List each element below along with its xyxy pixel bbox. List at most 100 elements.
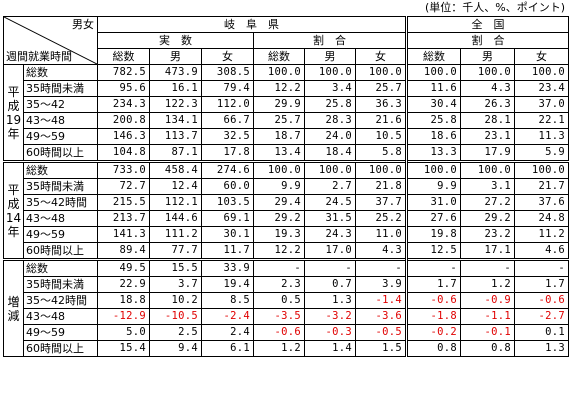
- value-cell: 100.0: [304, 160, 356, 179]
- row-label: 43～48: [23, 210, 98, 227]
- value-cell: 17.1: [460, 242, 515, 260]
- value-cell: 11.3: [513, 128, 570, 145]
- value-cell: 21.8: [355, 178, 407, 195]
- value-cell: 19.3: [253, 226, 305, 243]
- value-cell: -: [355, 258, 407, 277]
- row-label: 総数: [23, 160, 98, 179]
- row-label: 35～42時間: [23, 292, 98, 309]
- group-label-char: 成: [7, 196, 20, 211]
- work-hours-table: 男女 週間就業時間 岐 阜 県 全 国 実 数 割 合 割 合 総数 男 女 総…: [3, 16, 570, 357]
- value-cell: 146.3: [97, 128, 150, 145]
- value-cell: 234.3: [97, 96, 150, 113]
- row-label: 35時間未満: [23, 80, 98, 97]
- value-cell: 5.0: [97, 324, 150, 341]
- value-cell: -0.2: [405, 324, 461, 341]
- row-label: 総数: [23, 258, 98, 277]
- value-cell: 9.9: [253, 178, 305, 195]
- value-cell: 24.3: [304, 226, 356, 243]
- table-row: 平成 14 年総数 733.0 458.4 274.6 100.0 100.0 100.0 100…: [3, 160, 570, 260]
- value-cell: 100.0: [253, 160, 305, 179]
- value-cell: 16.1: [149, 80, 202, 97]
- value-cell: 3.4: [304, 80, 356, 97]
- row-label: 60時間以上: [23, 242, 98, 260]
- value-cell: 89.4: [97, 242, 150, 260]
- value-cell: 32.5: [201, 128, 254, 145]
- value-cell: 29.4: [253, 194, 305, 211]
- col-header: 男: [460, 48, 515, 65]
- value-cell: 1.4: [304, 340, 356, 357]
- value-cell: 19.8: [405, 226, 461, 243]
- group-label-char: 年: [7, 224, 20, 239]
- value-cell: -2.4: [201, 308, 254, 325]
- group-label: 増減: [3, 258, 24, 357]
- value-cell: 25.2: [355, 210, 407, 227]
- col-header: 総数: [253, 48, 305, 65]
- value-cell: 200.8: [97, 112, 150, 129]
- value-cell: 23.4: [513, 80, 570, 97]
- value-cell: 122.3: [149, 96, 202, 113]
- table-row: 60時間以上 104.8 87.1 17.8 13.4 18.4 5.8 13.3 17.9 5.…: [4, 144, 570, 162]
- group-label-char: 年: [7, 126, 20, 141]
- value-cell: 17.9: [460, 144, 515, 162]
- value-cell: 29.2: [253, 210, 305, 227]
- value-cell: -2.7: [513, 308, 570, 325]
- table-row: 49～59 146.3 113.7 32.5 18.7 24.0 10.5 18.6 23.1 1…: [4, 128, 570, 145]
- table-row: 35時間未満 95.6 16.1 79.4 12.2 3.4 25.7 11.6 4.3 23.4: [4, 80, 570, 97]
- value-cell: -: [405, 258, 461, 277]
- value-cell: 21.7: [513, 178, 570, 195]
- value-cell: 18.7: [253, 128, 305, 145]
- value-cell: 10.2: [149, 292, 202, 309]
- value-cell: 30.1: [201, 226, 254, 243]
- value-cell: -: [304, 258, 356, 277]
- value-cell: 5.9: [513, 144, 570, 162]
- row-label: 35～42: [23, 96, 98, 113]
- value-cell: 2.7: [304, 178, 356, 195]
- value-cell: 0.7: [304, 276, 356, 293]
- table-row: 35～42 234.3 122.3 112.0 29.9 25.8 36.3 30.4 26.3…: [4, 96, 570, 113]
- value-cell: 25.8: [405, 112, 461, 129]
- value-cell: 100.0: [304, 64, 356, 81]
- value-cell: 733.0: [97, 160, 150, 179]
- value-cell: 17.0: [304, 242, 356, 260]
- group-label-char: 平: [7, 182, 20, 197]
- value-cell: 1.2: [253, 340, 305, 357]
- row-label: 35時間未満: [23, 276, 98, 293]
- row-label: 総数: [23, 64, 98, 81]
- value-cell: 100.0: [513, 64, 570, 81]
- unit-note: (単位：千人、%、ポイント): [424, 1, 565, 14]
- corner-top-label: 男女: [72, 18, 94, 31]
- row-label: 49～59: [23, 226, 98, 243]
- value-cell: 69.1: [201, 210, 254, 227]
- value-cell: 37.6: [513, 194, 570, 211]
- value-cell: 100.0: [355, 64, 407, 81]
- value-cell: 3.9: [355, 276, 407, 293]
- value-cell: 0.8: [460, 340, 515, 357]
- gifu-header: 岐 阜 県: [97, 16, 407, 33]
- value-cell: 274.6: [201, 160, 254, 179]
- table-row: 49～59 141.3 111.2 30.1 19.3 24.3 11.0 19.8 23.2 1…: [4, 226, 570, 243]
- value-cell: 215.5: [97, 194, 150, 211]
- value-cell: 111.2: [149, 226, 202, 243]
- value-cell: 27.2: [460, 194, 515, 211]
- value-cell: 3.7: [149, 276, 202, 293]
- value-cell: 11.7: [201, 242, 254, 260]
- table-row: 35時間未満 22.9 3.7 19.4 2.3 0.7 3.9 1.7 1.2 1.7: [4, 276, 570, 293]
- value-cell: 33.9: [201, 258, 254, 277]
- value-cell: 4.3: [460, 80, 515, 97]
- value-cell: -1.4: [355, 292, 407, 309]
- value-cell: 100.0: [405, 64, 461, 81]
- value-cell: 1.3: [513, 340, 570, 357]
- value-cell: 1.7: [513, 276, 570, 293]
- value-cell: 104.8: [97, 144, 150, 162]
- group-label: 平成 19 年: [3, 64, 24, 162]
- value-cell: -3.5: [253, 308, 305, 325]
- row-label: 49～59: [23, 128, 98, 145]
- value-cell: 6.1: [201, 340, 254, 357]
- value-cell: 18.8: [97, 292, 150, 309]
- col-header: 男: [304, 48, 356, 65]
- value-cell: 95.6: [97, 80, 150, 97]
- row-label: 60時間以上: [23, 144, 98, 162]
- value-cell: 12.4: [149, 178, 202, 195]
- value-cell: 79.4: [201, 80, 254, 97]
- value-cell: -1.8: [405, 308, 461, 325]
